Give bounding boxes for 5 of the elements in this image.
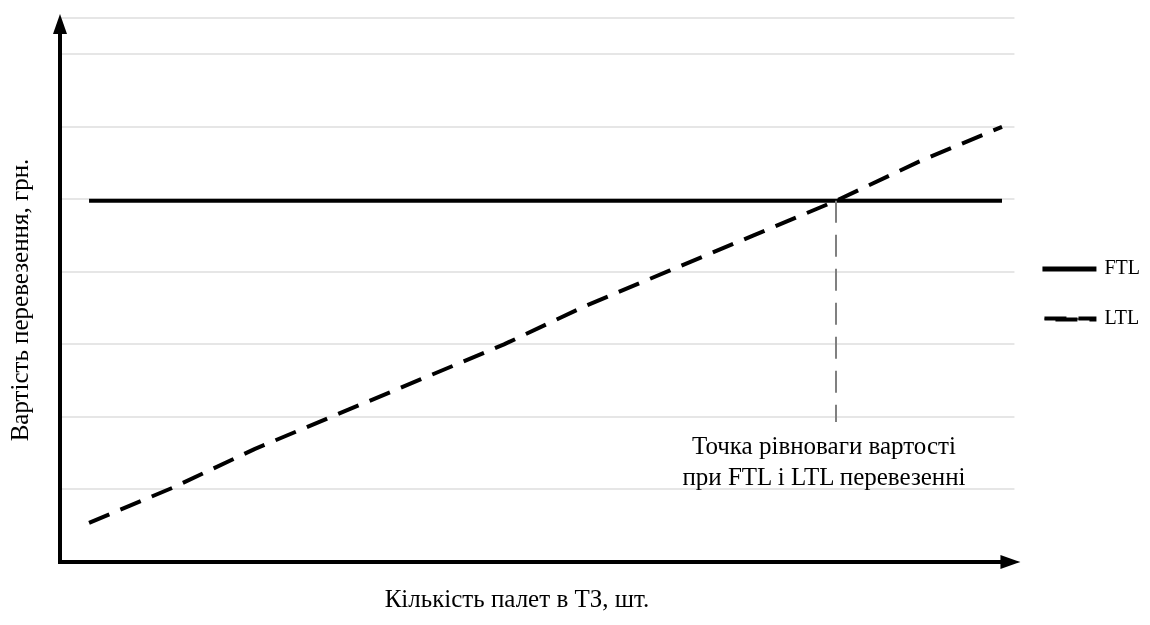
x-axis-title: Кількість палет в ТЗ, шт. xyxy=(383,585,651,613)
annotation: Точка рівноваги вартості при FTL і LTL перевезенні xyxy=(682,431,966,492)
y-axis-title: Вартість перевезення, грн. xyxy=(6,158,34,442)
legend-label: FTL xyxy=(1104,256,1141,279)
legend-label: LTL xyxy=(1104,306,1140,329)
